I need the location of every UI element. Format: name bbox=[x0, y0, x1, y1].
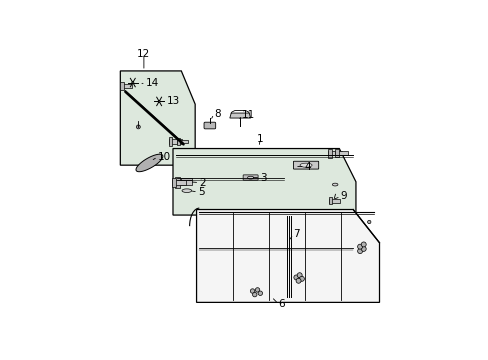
Bar bbox=[181, 177, 192, 180]
Text: 9: 9 bbox=[340, 192, 346, 202]
Bar bbox=[172, 178, 176, 187]
Ellipse shape bbox=[247, 176, 253, 179]
FancyBboxPatch shape bbox=[243, 175, 258, 180]
Text: 13: 13 bbox=[166, 96, 180, 107]
Polygon shape bbox=[173, 149, 355, 215]
Circle shape bbox=[250, 289, 254, 293]
Bar bbox=[328, 197, 331, 204]
Circle shape bbox=[252, 292, 257, 297]
Ellipse shape bbox=[332, 183, 337, 186]
Circle shape bbox=[361, 246, 366, 251]
Text: 3: 3 bbox=[260, 173, 266, 183]
Polygon shape bbox=[229, 113, 250, 118]
Circle shape bbox=[158, 100, 160, 103]
Text: 8: 8 bbox=[214, 109, 220, 119]
Bar bbox=[175, 180, 191, 185]
Text: 12: 12 bbox=[137, 49, 150, 59]
Bar bbox=[328, 151, 341, 156]
Text: 14: 14 bbox=[145, 78, 159, 89]
Bar bbox=[328, 149, 331, 158]
Circle shape bbox=[357, 249, 362, 253]
Polygon shape bbox=[120, 71, 195, 165]
Ellipse shape bbox=[182, 189, 191, 193]
Circle shape bbox=[131, 81, 134, 84]
Text: 1: 1 bbox=[257, 134, 263, 144]
FancyBboxPatch shape bbox=[293, 161, 318, 169]
Ellipse shape bbox=[300, 163, 311, 167]
Text: 11: 11 bbox=[242, 110, 255, 120]
Bar bbox=[120, 82, 123, 90]
Circle shape bbox=[357, 244, 362, 249]
FancyBboxPatch shape bbox=[203, 122, 215, 129]
Text: 7: 7 bbox=[293, 229, 300, 239]
Bar bbox=[176, 140, 187, 144]
Circle shape bbox=[299, 276, 304, 281]
Text: 10: 10 bbox=[158, 152, 170, 162]
Text: 6: 6 bbox=[278, 299, 285, 309]
Circle shape bbox=[361, 242, 366, 247]
Bar bbox=[120, 84, 132, 88]
Bar bbox=[328, 199, 339, 203]
Circle shape bbox=[136, 125, 140, 129]
Circle shape bbox=[293, 275, 298, 280]
Bar bbox=[168, 138, 172, 146]
Bar bbox=[334, 149, 338, 157]
Polygon shape bbox=[196, 210, 379, 302]
Bar bbox=[176, 138, 179, 145]
Circle shape bbox=[367, 220, 370, 224]
Text: 5: 5 bbox=[198, 187, 204, 197]
Text: 4: 4 bbox=[304, 162, 311, 172]
Circle shape bbox=[255, 288, 259, 292]
Circle shape bbox=[258, 291, 262, 296]
Bar bbox=[334, 151, 347, 156]
Bar bbox=[175, 177, 179, 188]
Circle shape bbox=[295, 278, 301, 283]
Circle shape bbox=[297, 273, 302, 278]
Bar bbox=[172, 180, 185, 185]
Bar bbox=[168, 139, 181, 144]
Text: 2: 2 bbox=[199, 177, 205, 188]
Polygon shape bbox=[136, 154, 163, 172]
